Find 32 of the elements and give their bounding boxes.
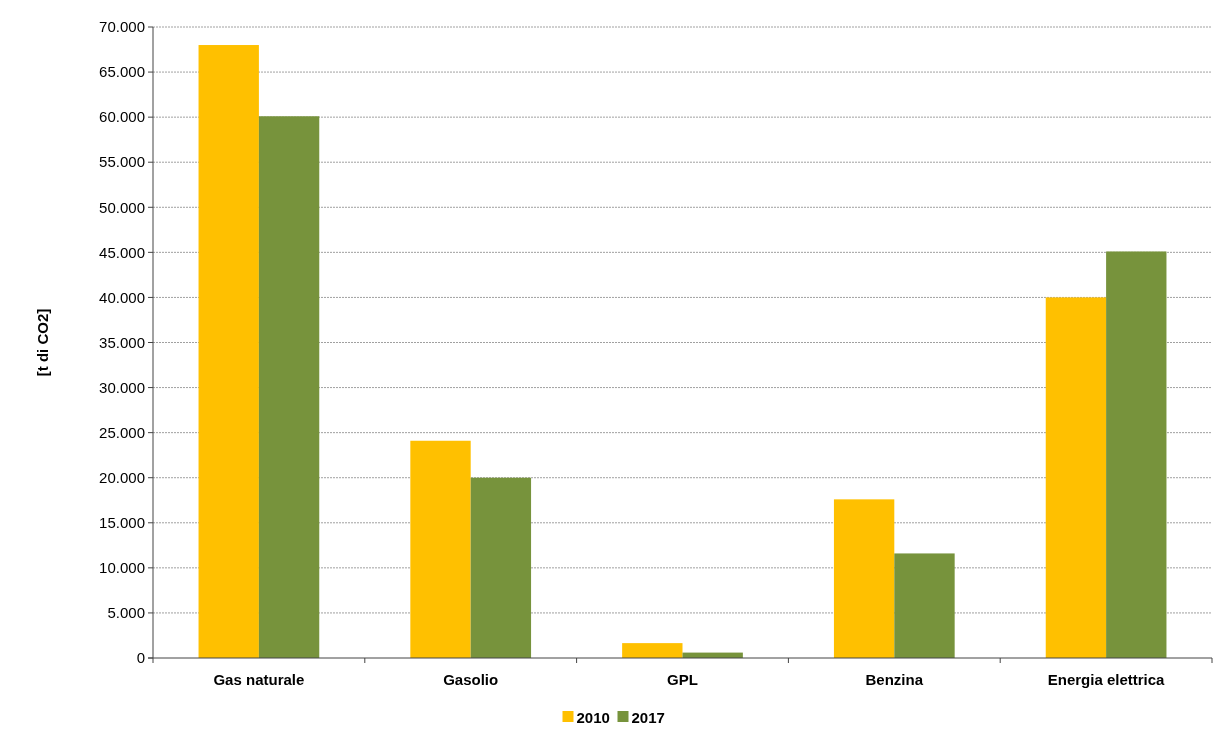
- bar: [622, 643, 683, 658]
- x-tick-label: Gasolio: [443, 671, 499, 688]
- y-tick-label: 50.000: [99, 198, 145, 216]
- y-tick-label: 65.000: [99, 63, 145, 81]
- y-tick-label: 35.000: [99, 333, 145, 351]
- y-tick-label: 0: [136, 649, 145, 667]
- x-tick-label: GPL: [667, 671, 698, 688]
- bar: [1045, 297, 1107, 658]
- y-tick-label: 25.000: [99, 423, 145, 441]
- bar: [833, 499, 895, 658]
- x-tick-label: Energia elettrica: [1047, 671, 1166, 688]
- y-tick-label: 55.000: [99, 153, 145, 171]
- y-tick-label: 45.000: [99, 243, 145, 261]
- bar: [470, 477, 532, 658]
- y-tick-label: 15.000: [99, 514, 145, 532]
- y-tick-label: 20.000: [99, 468, 145, 486]
- bar: [410, 440, 471, 658]
- bar: [1106, 251, 1167, 658]
- legend-label: 2010: [576, 709, 610, 726]
- y-tick-label: 70.000: [99, 18, 145, 36]
- y-tick-label: 30.000: [99, 378, 145, 396]
- bar: [258, 116, 320, 658]
- x-tick-label: Gas naturale: [213, 671, 305, 688]
- bar: [894, 553, 955, 658]
- y-tick-label: 10.000: [99, 559, 145, 577]
- bar: [198, 45, 259, 658]
- y-tick-label: 5.000: [107, 604, 145, 622]
- y-tick-label: 60.000: [99, 108, 145, 126]
- y-axis-title: [t di CO2]: [34, 308, 51, 377]
- y-tick-label: 40.000: [99, 288, 145, 306]
- legend-label: 2017: [631, 709, 665, 726]
- x-tick-label: Benzina: [865, 671, 924, 688]
